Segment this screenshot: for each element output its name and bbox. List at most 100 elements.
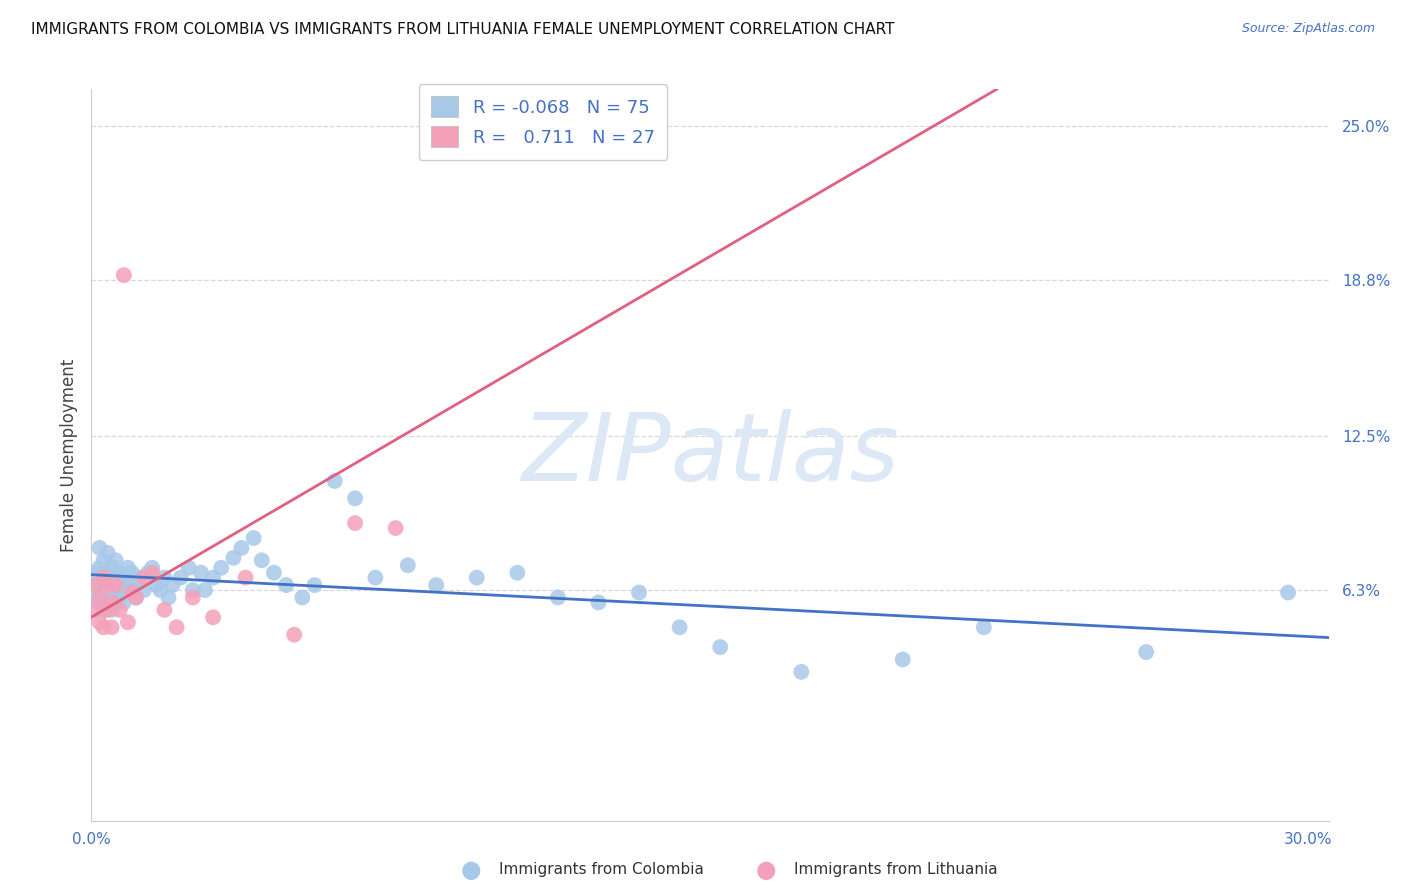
Point [202, 610, 225, 624]
Point [588, 595, 610, 609]
Point [125, 591, 148, 605]
Point [84, 578, 107, 592]
Text: IMMIGRANTS FROM COLOMBIA VS IMMIGRANTS FROM LITHUANIA FEMALE UNEMPLOYMENT CORREL: IMMIGRANTS FROM COLOMBIA VS IMMIGRANTS F… [31, 22, 894, 37]
Point [129, 571, 152, 585]
Point [235, 571, 257, 585]
Point [145, 578, 167, 592]
Point [250, 553, 273, 567]
Point [177, 560, 200, 574]
Point [93, 571, 115, 585]
Point [166, 620, 188, 634]
Text: Immigrants from Lithuania: Immigrants from Lithuania [794, 863, 998, 877]
Point [506, 566, 529, 580]
Point [125, 591, 148, 605]
Point [231, 541, 253, 555]
Point [89, 591, 111, 605]
Point [134, 571, 156, 585]
Point [100, 620, 122, 634]
Point [153, 571, 176, 585]
Point [709, 640, 731, 654]
Point [125, 578, 148, 592]
Point [112, 571, 135, 585]
Point [283, 628, 305, 642]
Point [97, 566, 120, 580]
Text: Immigrants from Colombia: Immigrants from Colombia [499, 863, 704, 877]
Point [89, 578, 111, 592]
Point [93, 571, 115, 585]
Point [1135, 645, 1157, 659]
Text: ZIPatlas: ZIPatlas [522, 409, 898, 500]
Point [547, 591, 569, 605]
Point [108, 591, 131, 605]
Point [153, 603, 176, 617]
Point [117, 560, 139, 574]
Text: ●: ● [756, 858, 776, 881]
Point [668, 620, 690, 634]
Point [242, 531, 264, 545]
Point [104, 553, 127, 567]
Point [222, 550, 245, 565]
Point [108, 566, 131, 580]
Point [108, 578, 131, 592]
Point [891, 652, 914, 666]
Point [973, 620, 995, 634]
Point [112, 595, 135, 609]
Point [84, 566, 107, 580]
Point [1277, 585, 1299, 599]
Point [190, 566, 212, 580]
Point [465, 571, 488, 585]
Point [108, 603, 131, 617]
Point [112, 268, 135, 282]
Legend: R = -0.068   N = 75, R =   0.711   N = 27: R = -0.068 N = 75, R = 0.711 N = 27 [419, 84, 668, 160]
Point [121, 566, 143, 580]
Point [97, 578, 120, 592]
Point [136, 566, 159, 580]
Point [104, 571, 127, 585]
Point [100, 595, 122, 609]
Point [100, 568, 122, 582]
Point [104, 578, 127, 592]
Point [93, 582, 115, 597]
Point [117, 578, 139, 592]
Point [84, 603, 107, 617]
Point [89, 541, 111, 555]
Point [181, 582, 204, 597]
Point [169, 571, 191, 585]
Text: Source: ZipAtlas.com: Source: ZipAtlas.com [1241, 22, 1375, 36]
Point [628, 585, 651, 599]
Point [97, 603, 120, 617]
Point [396, 558, 419, 573]
Point [291, 591, 314, 605]
Point [97, 546, 120, 560]
Point [89, 615, 111, 630]
Point [304, 578, 326, 592]
Point [121, 585, 143, 599]
Point [344, 516, 367, 530]
Point [112, 582, 135, 597]
Point [141, 566, 163, 580]
Point [100, 582, 122, 597]
Point [344, 491, 367, 506]
Point [121, 582, 143, 597]
Text: ●: ● [461, 858, 481, 881]
Point [425, 578, 447, 592]
Point [89, 595, 111, 609]
Point [141, 560, 163, 574]
Point [93, 585, 115, 599]
Point [263, 566, 285, 580]
Point [117, 615, 139, 630]
Point [100, 560, 122, 574]
Point [89, 560, 111, 574]
Y-axis label: Female Unemployment: Female Unemployment [59, 359, 77, 551]
Point [323, 474, 346, 488]
Point [162, 578, 184, 592]
Point [364, 571, 387, 585]
Point [100, 603, 122, 617]
Point [607, 136, 630, 151]
Point [194, 582, 217, 597]
Point [93, 553, 115, 567]
Point [134, 582, 156, 597]
Point [202, 571, 225, 585]
Point [84, 591, 107, 605]
Point [181, 591, 204, 605]
